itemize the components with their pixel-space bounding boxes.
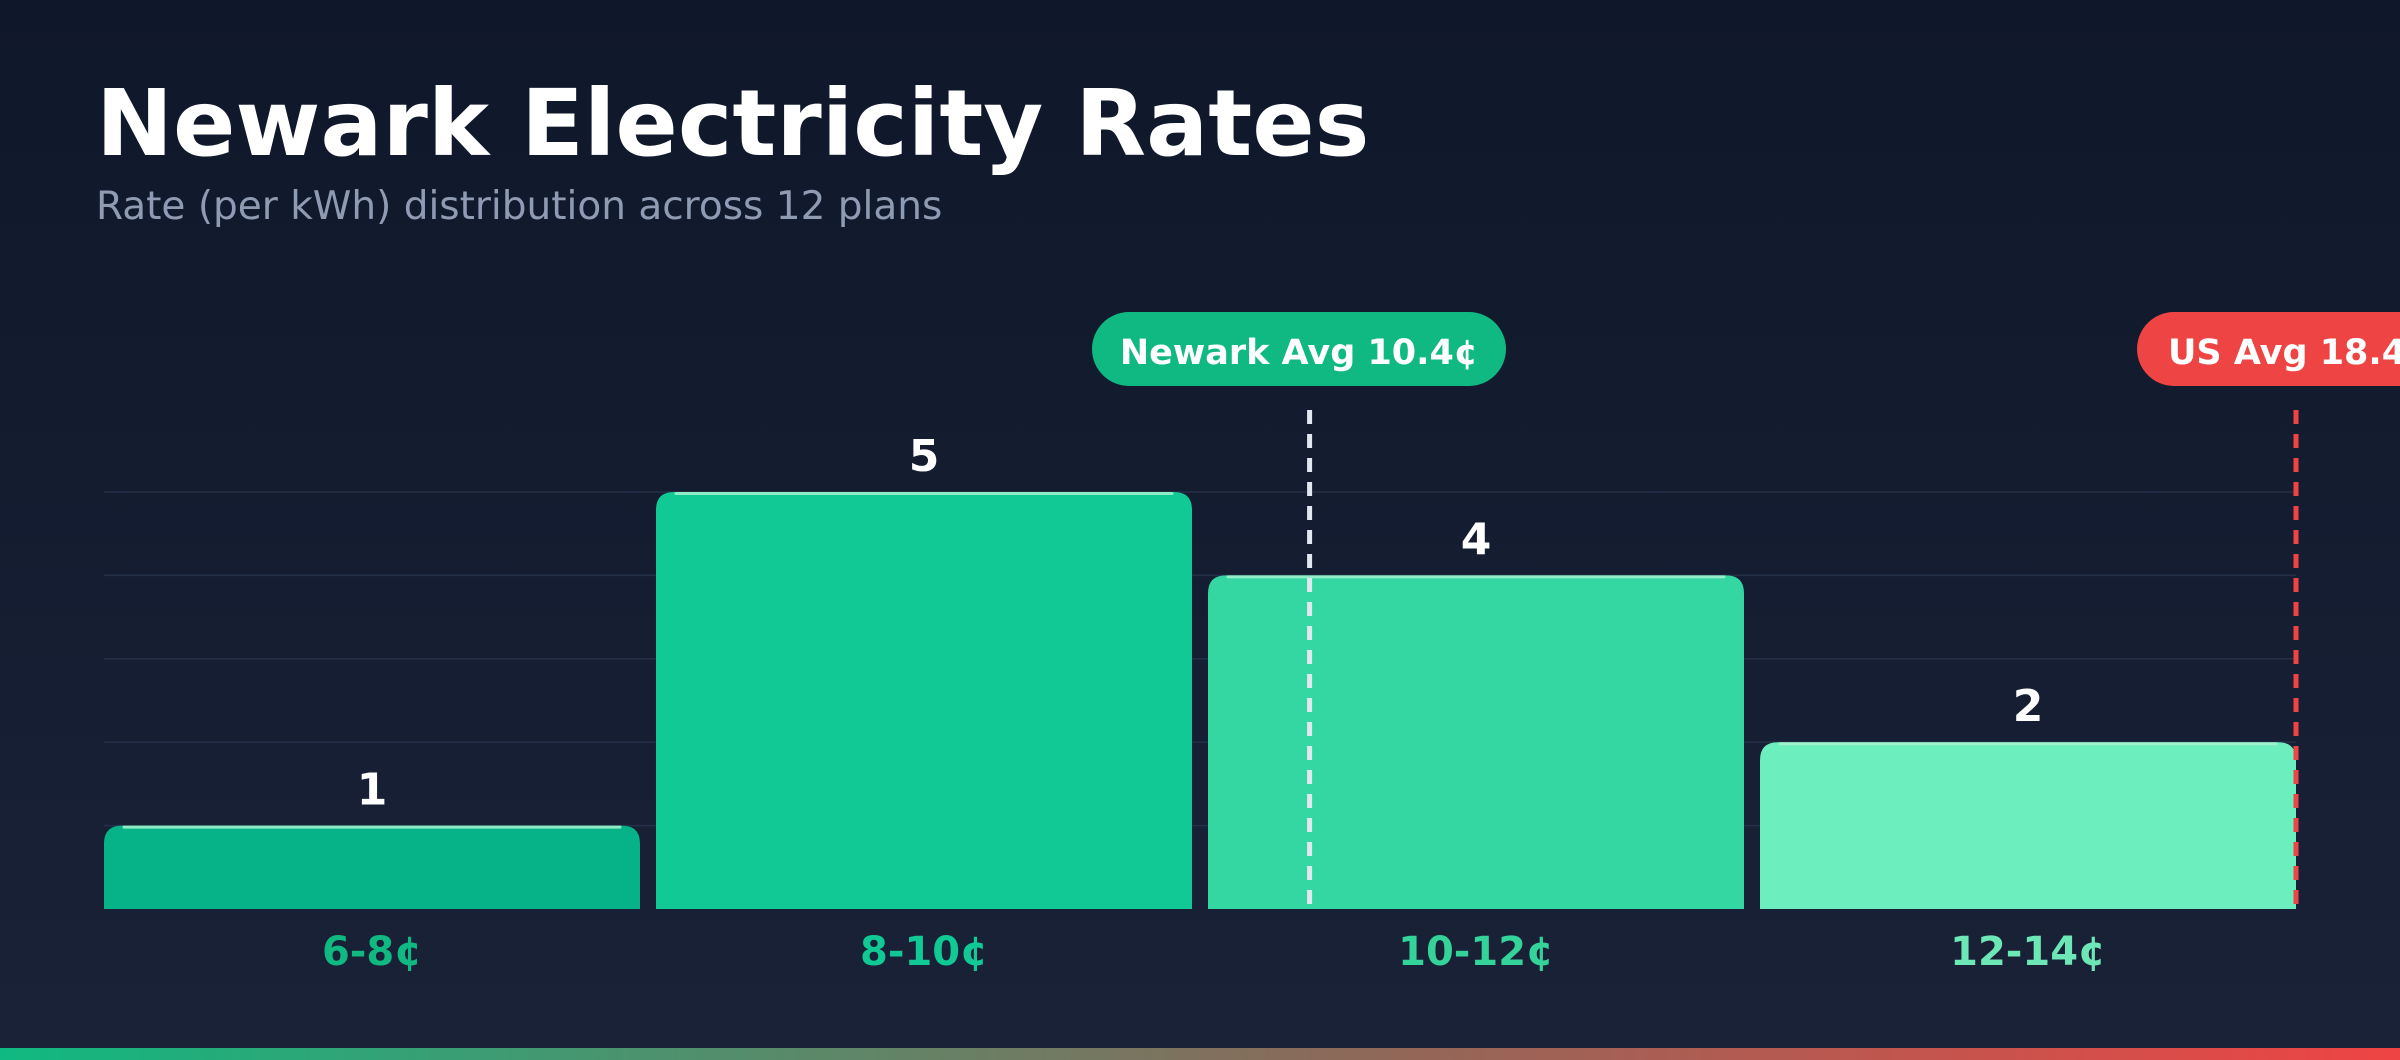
bar-value-label: 5 — [909, 431, 940, 482]
bottom-accent-strip — [0, 1048, 2400, 1060]
x-tick-label: 6-8¢ — [322, 929, 422, 975]
bar-value-label: 1 — [357, 765, 388, 816]
histogram-bar — [1208, 575, 1744, 909]
histogram-bar — [656, 492, 1192, 909]
newark-average-badge — [1092, 312, 1506, 386]
bar-value-label: 2 — [2013, 681, 2044, 732]
histogram-bar — [104, 825, 640, 909]
newark-average-label: Newark Avg 10.4¢ — [1120, 333, 1478, 373]
chart-title: Newark Electricity Rates — [96, 70, 1370, 177]
us-average-label: US Avg 18.4¢ — [2168, 333, 2400, 373]
bar-value-label: 4 — [1461, 514, 1492, 565]
chart-subtitle: Rate (per kWh) distribution across 12 pl… — [96, 184, 943, 229]
x-tick-label: 12-14¢ — [1950, 929, 2106, 975]
x-tick-label: 10-12¢ — [1398, 929, 1554, 975]
histogram-bar — [1760, 742, 2296, 909]
x-tick-label: 8-10¢ — [860, 929, 988, 975]
us-average-badge — [2137, 312, 2400, 386]
